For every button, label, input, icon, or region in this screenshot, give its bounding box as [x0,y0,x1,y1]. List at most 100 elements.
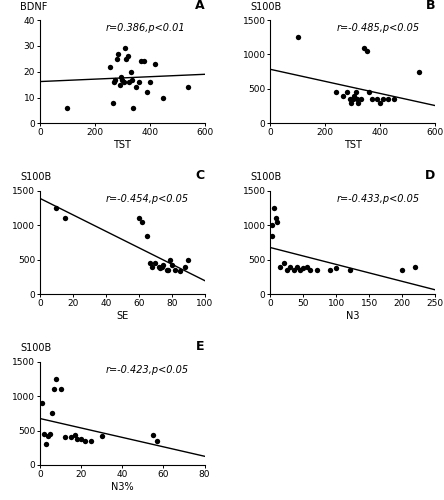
Point [185,256,192,264]
Point [117,73,124,81]
Point [380,96,387,104]
Point [363,47,370,55]
Point [287,262,294,270]
Text: E: E [196,340,205,353]
Point [146,78,153,86]
Point [385,96,392,104]
Point [353,96,361,104]
Point [116,80,123,88]
Point [57,385,64,393]
Point [135,78,142,86]
Point [61,214,68,222]
Point [274,218,281,226]
Point [294,33,301,41]
Point [300,264,307,272]
Point [181,262,188,270]
Text: S100B: S100B [251,172,282,182]
Text: r=-0.485,p<0.05: r=-0.485,p<0.05 [337,23,420,33]
Text: S100B: S100B [251,2,282,12]
Point [377,99,384,107]
Point [141,58,148,66]
X-axis label: TST: TST [344,140,362,150]
Point [360,44,367,52]
Point [40,430,48,438]
Point [49,410,56,418]
Point [130,104,137,112]
Point [150,432,157,440]
Point [297,266,304,274]
Point [51,385,58,393]
Point [344,88,351,96]
Point [346,266,353,274]
Point [143,232,151,239]
Point [124,52,131,60]
Point [176,267,183,275]
Point [53,204,60,212]
Point [290,266,297,274]
Point [122,44,129,52]
Point [349,96,357,104]
Point [112,76,119,84]
Point [152,259,159,267]
Text: r=0.386,p<0.01: r=0.386,p<0.01 [106,23,186,33]
Point [412,262,419,270]
Point [157,264,164,272]
Point [280,259,287,267]
Text: C: C [195,170,205,182]
Point [293,262,300,270]
Point [369,96,376,104]
Point [185,84,192,92]
Point [154,437,161,445]
Point [113,55,120,63]
Point [163,266,170,274]
Point [43,440,50,448]
Point [152,60,159,68]
Point [303,262,310,270]
Point [132,84,139,92]
Point [98,432,105,440]
Point [143,88,151,96]
Text: A: A [195,0,205,12]
Point [107,62,114,70]
Point [78,435,85,443]
Point [47,430,54,438]
Point [366,88,373,96]
X-axis label: TST: TST [113,140,131,150]
Point [119,76,126,84]
Point [415,68,422,76]
Text: r=-0.454,p<0.05: r=-0.454,p<0.05 [106,194,189,204]
Point [160,94,167,102]
Text: S100B: S100B [20,172,52,182]
Point [39,399,46,407]
Text: BDNF: BDNF [20,2,48,12]
Point [120,78,127,86]
Point [357,96,365,104]
Point [352,88,359,96]
Text: B: B [426,0,435,12]
Point [340,92,347,100]
Point [326,266,333,274]
Point [53,375,60,383]
Point [73,435,80,443]
Point [115,50,122,58]
Point [348,99,355,107]
Point [268,222,275,230]
Point [158,262,165,270]
Point [355,99,362,107]
Point [166,256,174,264]
Point [168,262,175,270]
Point [269,232,276,239]
Point [61,434,68,442]
Point [272,214,279,222]
Point [71,430,79,438]
Point [277,262,284,270]
Point [270,204,278,212]
Point [333,264,340,272]
Point [306,266,313,274]
X-axis label: N3: N3 [346,311,360,321]
Point [165,266,172,274]
Point [283,266,290,274]
Point [45,432,52,440]
Point [67,432,75,440]
Point [88,437,95,445]
